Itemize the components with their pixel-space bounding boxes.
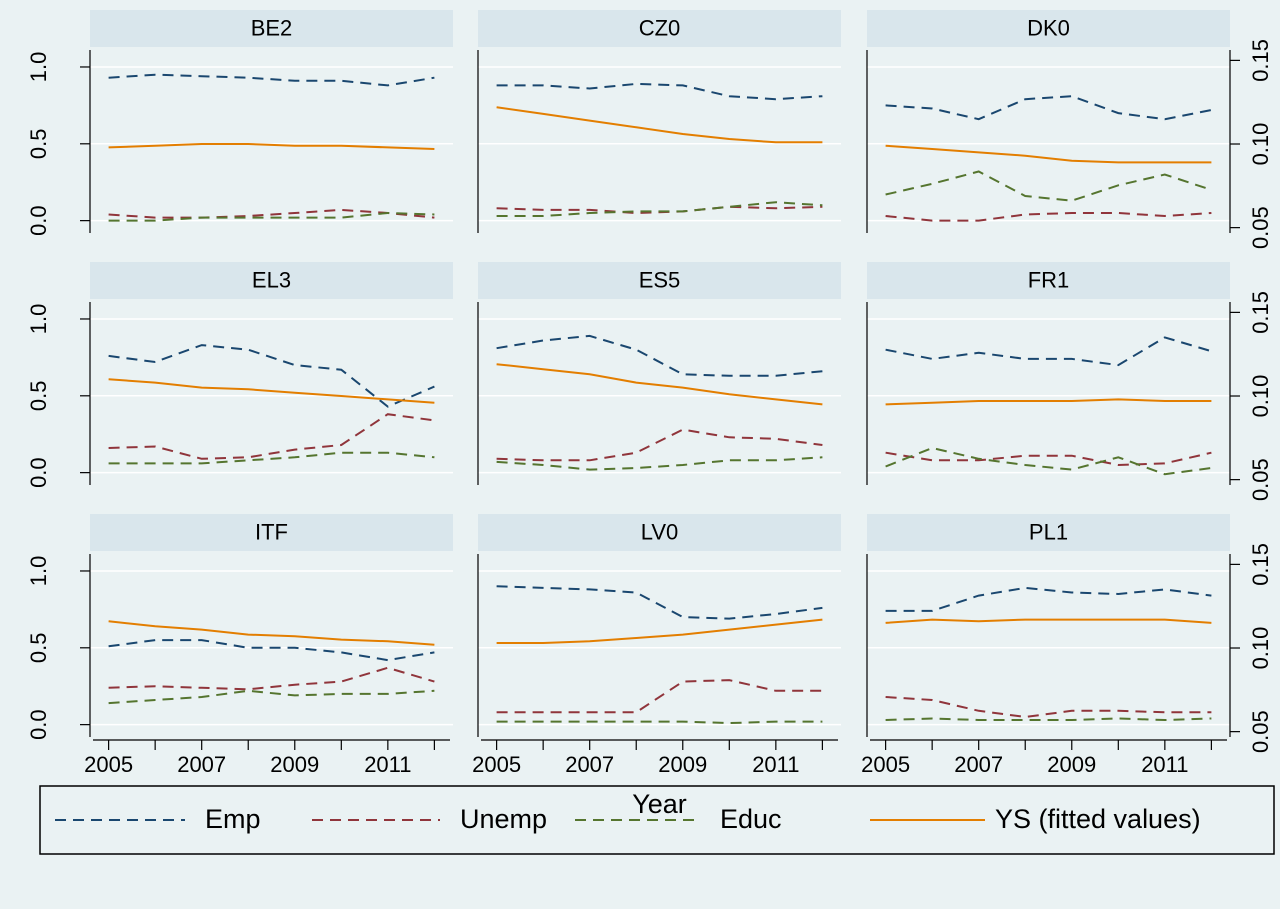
x-tick-label: 2005 [84, 752, 133, 777]
x-tick-label: 2005 [472, 752, 521, 777]
y-tick-label: 0.0 [26, 457, 51, 488]
x-tick-label: 2009 [658, 752, 707, 777]
y2-tick-label: 0.05 [1248, 710, 1273, 753]
strip [90, 262, 453, 299]
y2-tick-label: 0.15 [1248, 543, 1273, 586]
strip [90, 514, 453, 551]
series-line [108, 451, 435, 465]
x-axis-title: Year [632, 789, 687, 819]
panel-title: ITF [255, 519, 288, 544]
strip [90, 10, 453, 47]
x-tick-label: 2007 [954, 752, 1003, 777]
series-line [108, 211, 435, 222]
x-tick-label: 2011 [752, 752, 799, 777]
y2-tick-label: 0.10 [1248, 627, 1273, 670]
series-line [496, 456, 823, 471]
series-line [496, 106, 823, 144]
series-line [108, 620, 435, 646]
series-line [885, 398, 1212, 406]
series-line [496, 618, 823, 644]
series-line [496, 201, 823, 217]
y2-tick-label: 0.10 [1248, 123, 1273, 166]
series-line [885, 717, 1212, 722]
series-line [496, 720, 823, 725]
strip [867, 514, 1230, 551]
series-line [496, 82, 823, 101]
series-line [885, 336, 1212, 367]
y2-tick-label: 0.05 [1248, 206, 1273, 249]
series-line [496, 334, 823, 377]
panel-title: BE2 [251, 15, 293, 40]
series-line [496, 585, 823, 620]
y-tick-label: 0.0 [26, 709, 51, 740]
y-tick-label: 0.0 [26, 205, 51, 236]
panel-title: ES5 [639, 267, 681, 292]
series-line [885, 95, 1212, 121]
series-line [108, 344, 435, 408]
series-line [885, 446, 1212, 476]
series-line [885, 451, 1212, 467]
series-line [885, 618, 1212, 624]
series-line [108, 208, 435, 219]
x-tick-label: 2007 [177, 752, 226, 777]
series-line [108, 666, 435, 691]
strip [478, 10, 841, 47]
legend-label: Unemp [460, 804, 547, 834]
strip [478, 514, 841, 551]
series-line [108, 143, 435, 150]
y2-tick-label: 0.15 [1248, 39, 1273, 82]
y-tick-label: 0.5 [26, 129, 51, 160]
legend-label: Educ [720, 804, 782, 834]
y-tick-label: 0.5 [26, 633, 51, 664]
panel-title: DK0 [1027, 15, 1070, 40]
x-tick-label: 2011 [1141, 752, 1188, 777]
series-line [108, 378, 435, 404]
series-line [496, 679, 823, 714]
series-line [108, 689, 435, 705]
y2-tick-label: 0.05 [1248, 458, 1273, 501]
y2-tick-label: 0.15 [1248, 291, 1273, 334]
series-line [108, 413, 435, 460]
series-line [496, 428, 823, 462]
x-tick-label: 2009 [270, 752, 319, 777]
x-tick-label: 2005 [861, 752, 910, 777]
x-tick-label: 2009 [1047, 752, 1096, 777]
y-tick-label: 1.0 [26, 52, 51, 83]
panel-title: LV0 [641, 519, 679, 544]
y2-tick-label: 0.10 [1248, 375, 1273, 418]
y-tick-label: 0.5 [26, 381, 51, 412]
series-line [885, 212, 1212, 222]
panel-title: CZ0 [639, 15, 681, 40]
legend-label: Emp [205, 804, 261, 834]
strip [478, 262, 841, 299]
series-line [885, 144, 1212, 164]
panel-title: EL3 [252, 267, 291, 292]
y-tick-label: 1.0 [26, 304, 51, 335]
series-line [885, 586, 1212, 612]
legend-label: YS (fitted values) [995, 804, 1201, 834]
series-line [885, 696, 1212, 719]
series-line [496, 363, 823, 406]
panel-title: FR1 [1028, 267, 1070, 292]
series-line [885, 170, 1212, 202]
x-tick-label: 2011 [364, 752, 411, 777]
y-tick-label: 1.0 [26, 556, 51, 587]
series-line [108, 639, 435, 662]
strip [867, 10, 1230, 47]
panel-title: PL1 [1029, 519, 1068, 544]
x-tick-label: 2007 [565, 752, 614, 777]
strip [867, 262, 1230, 299]
series-line [108, 73, 435, 87]
